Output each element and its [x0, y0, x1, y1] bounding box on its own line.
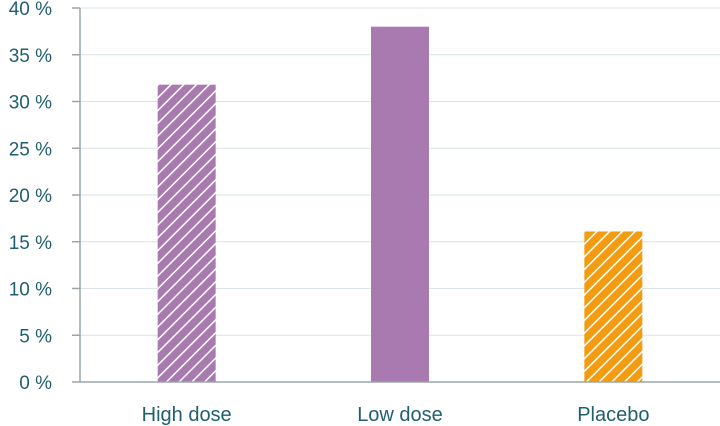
- y-axis-ticks: 0 % 5 % 10 % 15 % 20 % 25 % 30 % 35 % 40 %: [9, 0, 80, 394]
- y-tick-label: 40 %: [9, 0, 52, 20]
- y-tick-label: 15 %: [9, 233, 52, 254]
- x-category-label: High dose: [142, 404, 232, 426]
- y-tick-label: 35 %: [9, 46, 52, 67]
- bar-low-dose: [371, 26, 429, 382]
- bar-high-dose: [157, 84, 216, 383]
- y-tick-label: 10 %: [9, 280, 52, 301]
- x-category-label: Low dose: [357, 404, 443, 426]
- bar-placebo: [584, 231, 643, 382]
- y-tick-label: 5 %: [19, 326, 52, 347]
- x-axis-labels: High dose Low dose Placebo: [142, 404, 650, 426]
- bars: [157, 26, 643, 383]
- y-tick-label: 25 %: [9, 139, 52, 160]
- y-tick-label: 0 %: [19, 373, 52, 394]
- y-tick-label: 20 %: [9, 186, 52, 207]
- y-tick-label: 30 %: [9, 93, 52, 114]
- x-category-label: Placebo: [577, 404, 649, 426]
